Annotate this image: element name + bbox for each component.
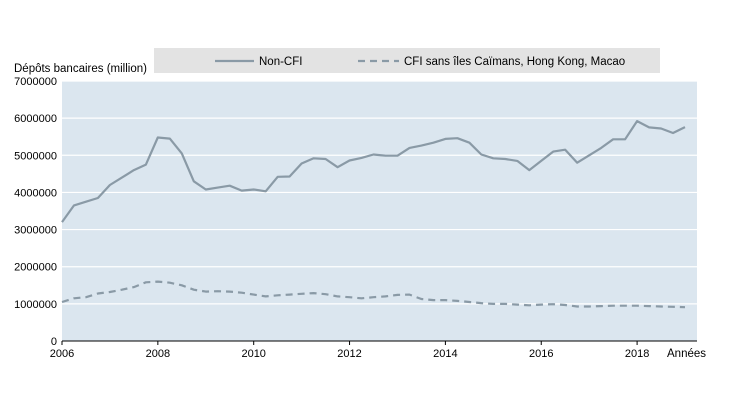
y-tick-label: 7000000 [14,76,57,88]
legend-label-1: Non-CFI [259,56,302,68]
y-tick-label: 2000000 [14,262,57,274]
y-tick-label: 6000000 [14,113,57,125]
y-tick-label: 5000000 [14,150,57,162]
x-tick-label: 2012 [337,348,361,360]
gridlines [62,80,697,305]
x-tick-label: 2008 [146,348,170,360]
x-axis-label: Années [667,348,706,360]
series-line-2 [61,280,686,309]
y-tick-label: 3000000 [14,225,57,237]
series-line-1 [61,119,686,223]
y-tick-label: 1000000 [14,299,57,311]
legend: Non-CFI CFI sans îles Caïmans, Hong Kong,… [215,56,625,68]
y-tick-label: 4000000 [14,187,57,199]
x-tick-label: 2006 [50,348,74,360]
y-axis-label: Dépôts bancaires (million) [14,63,147,75]
x-tick-label: 2018 [625,348,649,360]
x-tick-label: 2010 [241,348,265,360]
series-lines [61,119,686,309]
x-tick-label: 2016 [529,348,553,360]
y-tick-label: 0 [51,336,57,348]
x-tick-label: 2014 [433,348,457,360]
plot-area [62,81,697,341]
legend-label-2: CFI sans îles Caïmans, Hong Kong, Macao [404,56,625,68]
axes: 0 1000000 2000000 3000000 4000000 5000000 6000… [14,76,697,360]
